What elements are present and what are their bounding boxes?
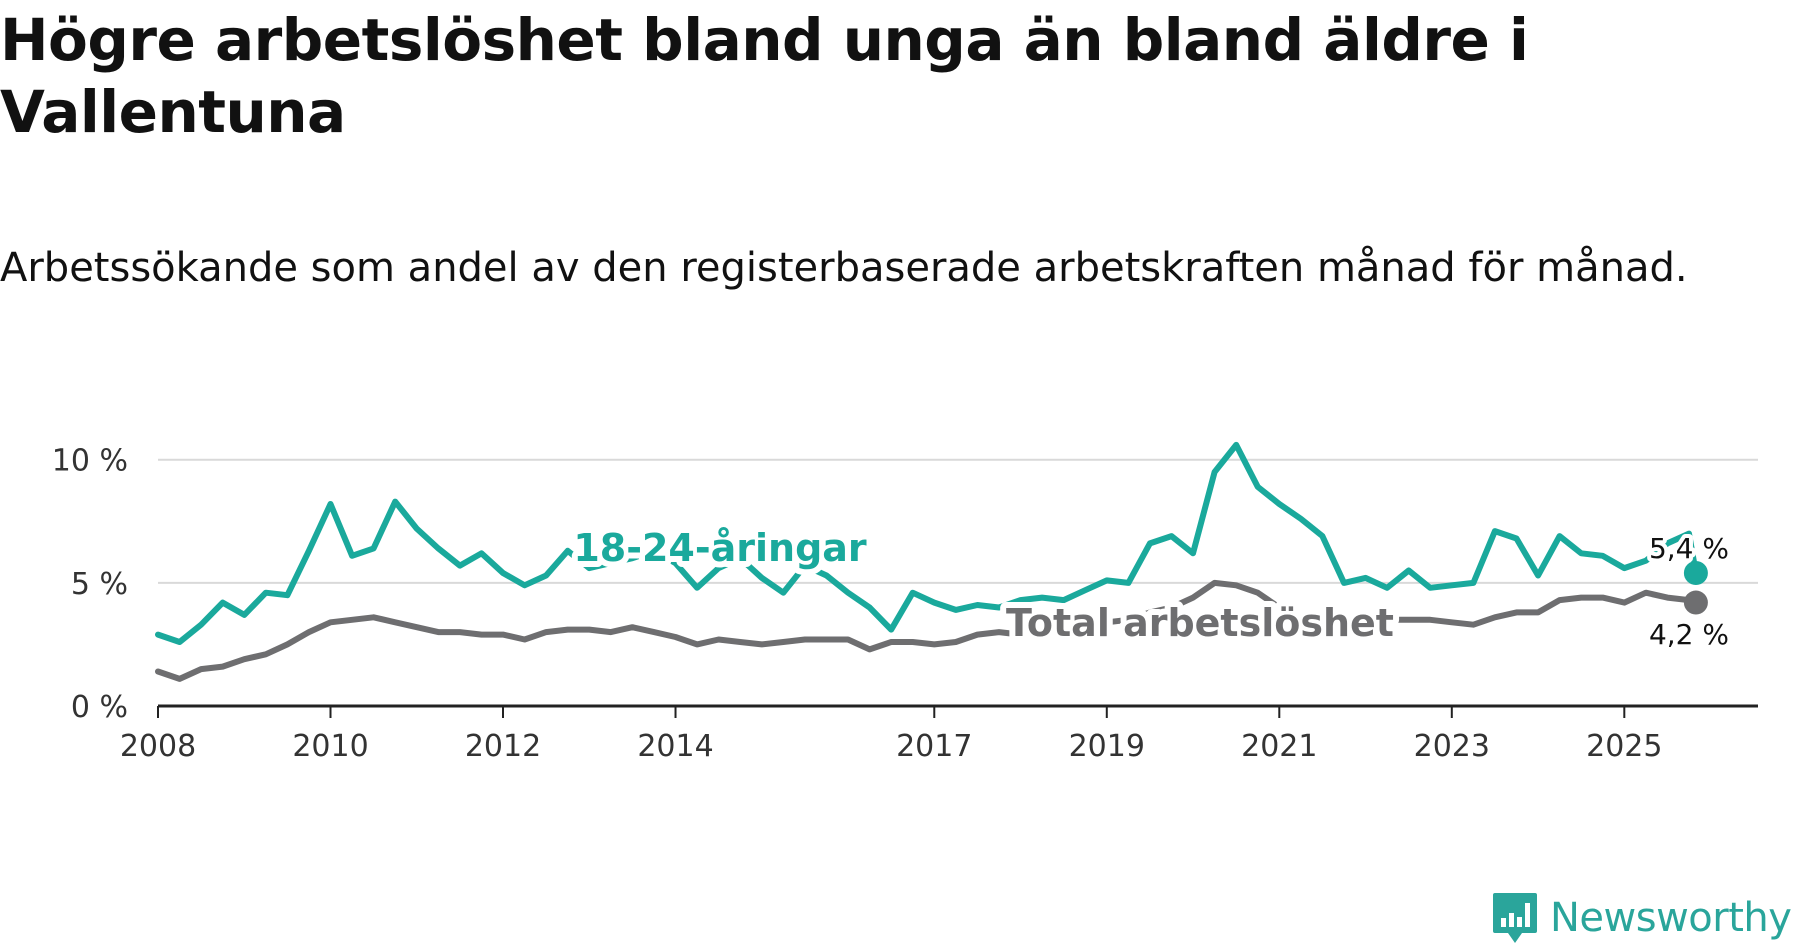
- x-tick-label: 2021: [1241, 729, 1317, 764]
- gridlines: [158, 458, 1758, 584]
- end-value-label-youth: 5,4 %: [1649, 532, 1729, 565]
- y-tick-label: 10 %: [52, 444, 128, 479]
- series-line-youth: [155, 441, 1699, 645]
- end-value-label-total: 4,2 %: [1649, 618, 1729, 651]
- x-tick-label: 2019: [1069, 729, 1145, 764]
- end-point-marker: [1683, 590, 1708, 615]
- newsworthy-logo: Newsworthy: [1492, 888, 1792, 948]
- chart-title: Högre arbetslöshet bland unga än bland ä…: [0, 6, 1529, 146]
- x-tick-label: 2008: [120, 729, 196, 764]
- bar-chart-logo-icon: [1493, 893, 1537, 943]
- x-tick-label: 2010: [292, 729, 368, 764]
- series-line-total: [155, 579, 1699, 682]
- chart-subtitle: Arbetssökande som andel av den registerb…: [0, 245, 1688, 291]
- axes: 0 % 5 % 10 % 2008 2010 2012 2014 2017 2019 2021 20…: [52, 444, 1758, 764]
- y-tick-label: 0 %: [71, 690, 128, 725]
- brand-name: Newsworthy: [1550, 895, 1792, 941]
- series-label-youth: 18-24-åringar: [573, 526, 867, 570]
- end-point-marker: [1683, 561, 1708, 585]
- series-label-total: Total arbetslöshet: [1006, 601, 1394, 645]
- series-labels: 18-24-åringar Total arbetslöshet 5,4 % 4,2 …: [567, 520, 1733, 655]
- x-tick-label: 2014: [637, 729, 713, 764]
- x-tick-label: 2012: [465, 729, 541, 764]
- x-tick-label: 2023: [1414, 729, 1490, 764]
- y-tick-label: 5 %: [71, 567, 128, 602]
- x-tick-label: 2025: [1586, 729, 1662, 764]
- series-lines: [155, 441, 1708, 682]
- x-tick-label: 2017: [896, 729, 972, 764]
